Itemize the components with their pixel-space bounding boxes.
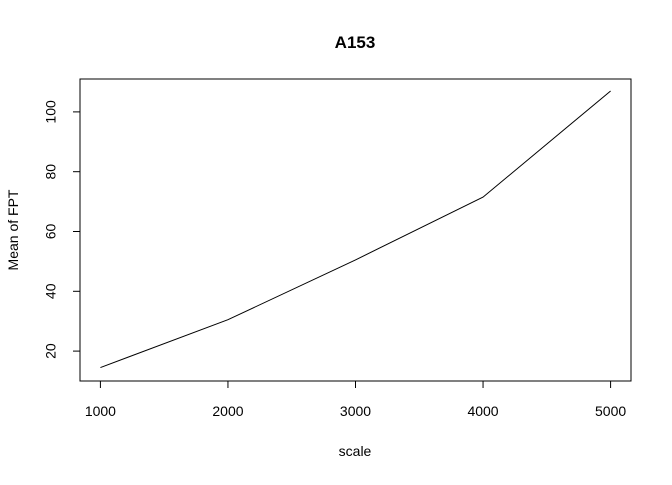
y-axis-ticks: 20 40 60 80 100	[43, 100, 80, 359]
y-tick-label: 100	[43, 100, 59, 124]
plot-frame	[79, 78, 632, 382]
x-axis-title: scale	[339, 443, 372, 459]
y-tick-label: 60	[43, 223, 59, 239]
y-tick-label: 80	[43, 164, 59, 180]
series-group	[100, 90, 611, 369]
y-axis-title: Mean of FPT	[5, 189, 21, 270]
x-tick-label: 5000	[595, 403, 626, 419]
chart-title: A153	[335, 33, 376, 52]
x-tick-label: 1000	[85, 403, 116, 419]
y-tick-label: 40	[43, 283, 59, 299]
x-tick-label: 3000	[340, 403, 371, 419]
x-axis-ticks: 1000 2000 3000 4000 5000	[85, 381, 626, 419]
x-tick-label: 4000	[467, 403, 498, 419]
series-line	[100, 90, 611, 369]
x-tick-label: 2000	[212, 403, 243, 419]
y-tick-label: 20	[43, 343, 59, 359]
